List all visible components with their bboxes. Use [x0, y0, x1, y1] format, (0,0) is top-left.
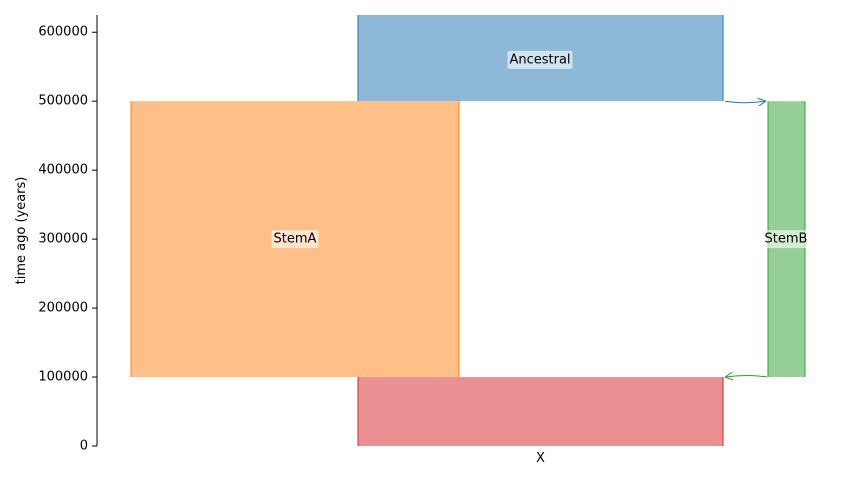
deme-label-stemb-bg — [762, 230, 810, 249]
y-axis: 0 100000 200000 300000 400000 500000 600000 ti… — [14, 15, 98, 454]
y-tick-label: 200000 — [38, 301, 88, 316]
x-axis-tick-label-x: X — [536, 451, 545, 466]
y-axis-ticks: 0 100000 200000 300000 400000 500000 600000 — [38, 25, 97, 454]
plot-area: Ancestral StemA StemB — [130, 15, 810, 446]
deme-label-ancestral-bg — [507, 50, 573, 69]
y-tick-label: 300000 — [38, 232, 88, 247]
arrow-stemb-to-x — [726, 376, 768, 378]
deme-label-stema-bg — [271, 230, 319, 249]
y-tick-label: 600000 — [38, 25, 88, 40]
deme-label-stemb: StemB — [762, 230, 810, 249]
deme-x — [357, 377, 724, 446]
deme-label-ancestral-text: Ancestral — [509, 52, 570, 67]
arrow-ancestral-to-stemb — [724, 101, 765, 103]
y-tick-label: 500000 — [38, 94, 88, 109]
deme-label-ancestral: Ancestral — [507, 50, 573, 69]
y-tick-label: 400000 — [38, 163, 88, 178]
y-axis-label: time ago (years) — [14, 177, 29, 285]
deme-label-stema: StemA — [271, 230, 319, 249]
deme-x-box — [358, 377, 723, 446]
y-tick-label: 100000 — [38, 370, 88, 385]
y-tick-label: 0 — [80, 439, 88, 454]
deme-label-stema-text: StemA — [274, 232, 317, 247]
deme-label-stemb-text: StemB — [765, 232, 808, 247]
